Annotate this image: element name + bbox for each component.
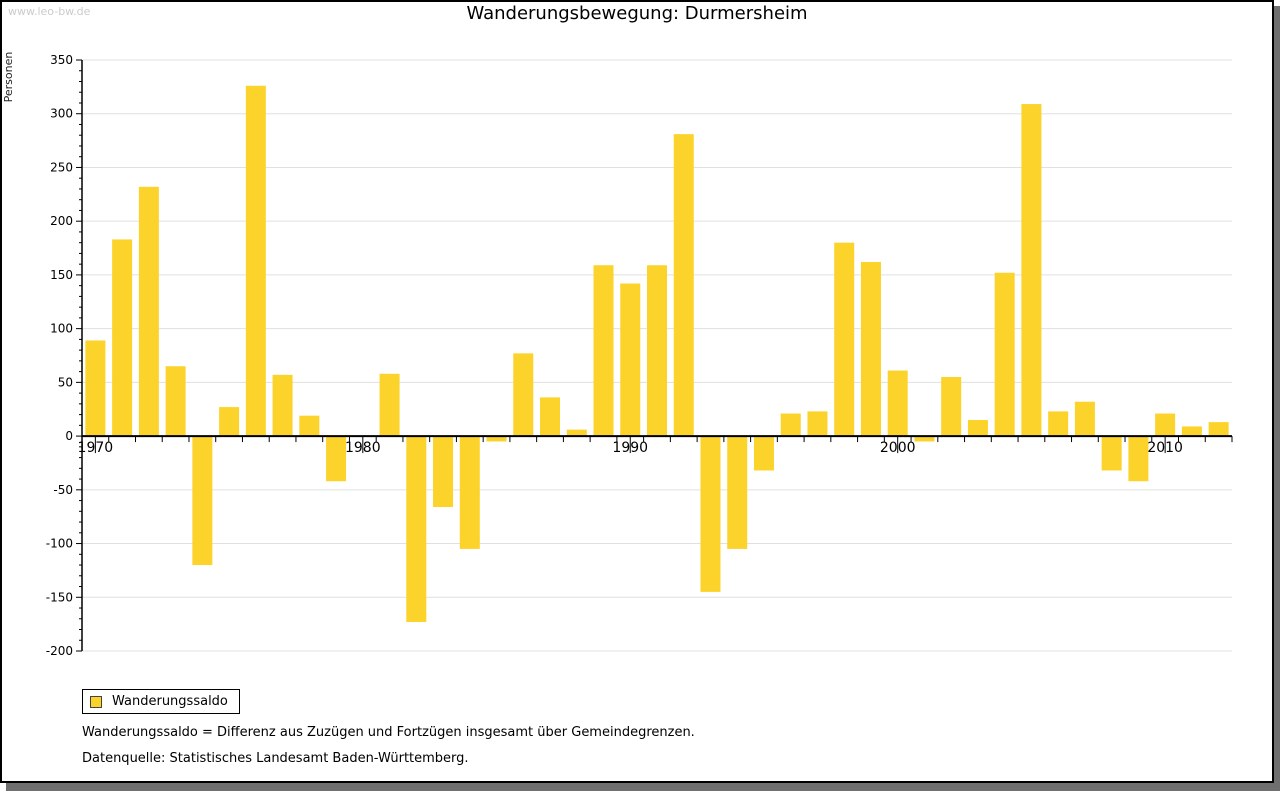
y-tick-label: -150: [46, 590, 73, 604]
y-tick-label: 50: [58, 375, 73, 389]
bar-1988: [566, 429, 587, 437]
bar-1998: [834, 242, 855, 437]
bar-1976: [245, 85, 266, 437]
bar-2011: [1181, 426, 1202, 437]
y-tick-label: 350: [50, 53, 73, 67]
bar-1997: [807, 411, 828, 437]
bar-2003: [967, 419, 988, 437]
card-shadow-right: [1274, 6, 1280, 791]
x-tick-label: 2000: [880, 440, 916, 456]
legend: Wanderungssaldo: [82, 689, 240, 714]
bar-2012: [1208, 422, 1229, 437]
bar-1993: [700, 436, 721, 592]
bar-1971: [112, 239, 133, 437]
legend-label: Wanderungssaldo: [112, 694, 228, 709]
bar-1977: [272, 374, 293, 437]
x-tick-label: 1970: [78, 440, 114, 456]
y-tick-label: 250: [50, 160, 73, 174]
bar-1981: [379, 373, 400, 437]
bar-1991: [647, 265, 667, 437]
chart-title: Wanderungsbewegung: Durmersheim: [466, 3, 808, 24]
bar-2008: [1101, 436, 1122, 471]
bar-1992: [673, 134, 694, 437]
bar-1983: [433, 436, 454, 508]
y-tick-label: 200: [50, 214, 73, 228]
y-tick-label: -100: [46, 537, 73, 551]
footnote-source: Datenquelle: Statistisches Landesamt Bad…: [82, 751, 469, 766]
legend-swatch-icon: [90, 695, 102, 708]
card-shadow-bottom: [6, 783, 1280, 791]
x-tick-label: 1980: [345, 440, 381, 456]
bar-1989: [593, 265, 614, 437]
bar-2005: [1021, 104, 1042, 437]
bar-1999: [860, 262, 881, 437]
watermark: www.leo-bw.de: [8, 5, 91, 18]
bar-1974: [192, 436, 213, 566]
bar-1990: [620, 283, 641, 437]
bar-2000: [887, 370, 908, 437]
bar-1973: [165, 366, 186, 437]
bar-1994: [727, 436, 748, 549]
bar-1978: [299, 415, 320, 437]
bar-1985: [486, 436, 507, 442]
bar-1984: [459, 436, 480, 549]
bar-1986: [513, 353, 534, 437]
bar-1995: [753, 436, 774, 471]
bar-2010: [1155, 413, 1176, 437]
bar-2002: [941, 376, 962, 437]
y-tick-label: -50: [53, 483, 73, 497]
bar-2001: [914, 436, 935, 442]
y-tick-label: -200: [46, 644, 73, 658]
bar-2006: [1048, 411, 1069, 437]
bar-1979: [326, 436, 347, 482]
bar-2007: [1074, 401, 1095, 437]
bar-1975: [219, 407, 240, 437]
y-tick-label: 150: [50, 268, 73, 282]
x-tick-label: 1990: [612, 440, 648, 456]
x-tick-label: 2010: [1147, 440, 1183, 456]
bar-2004: [994, 272, 1015, 437]
footnote-definition: Wanderungssaldo = Differenz aus Zuzügen …: [82, 725, 695, 740]
bar-1982: [406, 436, 427, 622]
bar-1996: [780, 413, 801, 437]
y-tick-label: 100: [50, 322, 73, 336]
bar-1970: [85, 340, 106, 437]
y-tick-label: 0: [65, 429, 73, 443]
bar-1987: [540, 397, 561, 437]
y-tick-label: 300: [50, 107, 73, 121]
bar-2009: [1128, 436, 1149, 482]
bar-1972: [138, 186, 159, 437]
y-axis-label: Personen: [2, 51, 15, 103]
